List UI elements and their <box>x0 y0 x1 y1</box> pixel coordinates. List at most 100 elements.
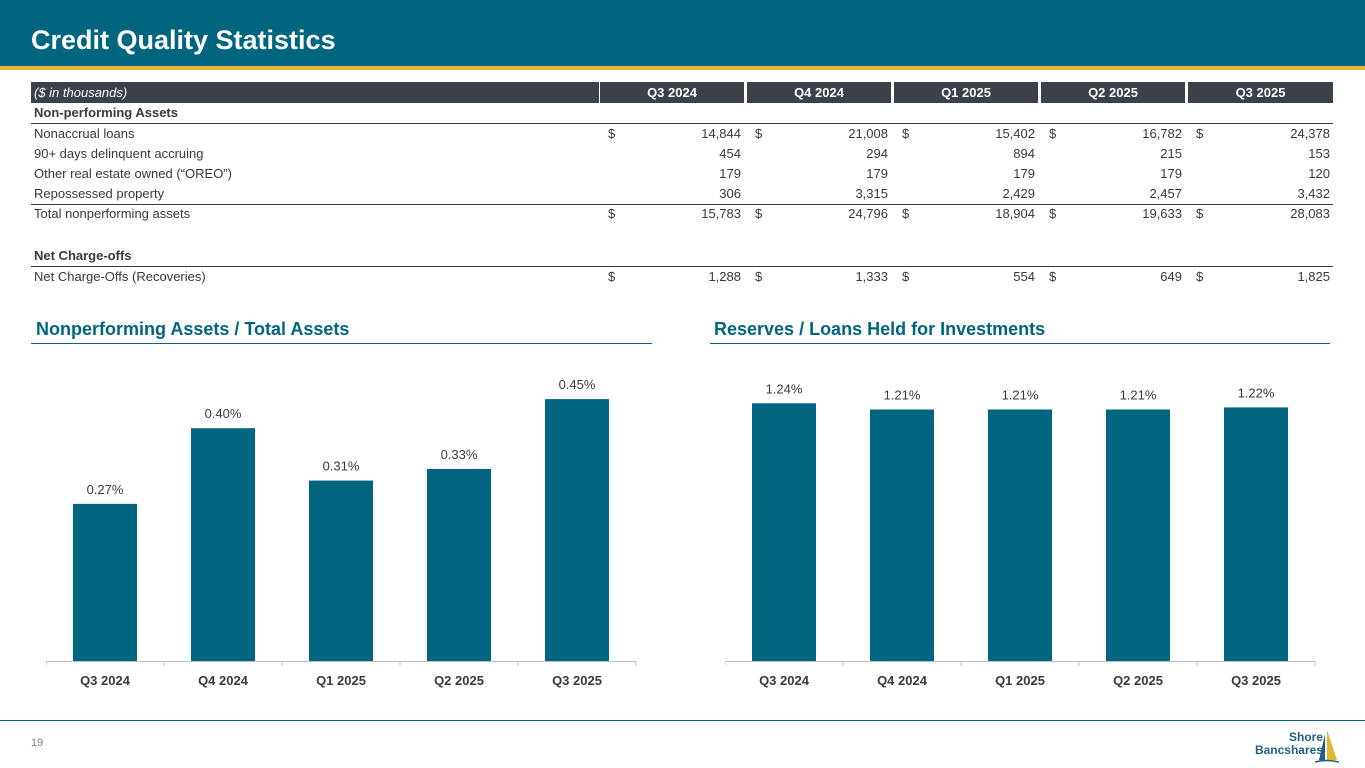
col-header: Q2 2025 <box>1041 82 1185 103</box>
col-header: Q4 2024 <box>747 82 891 103</box>
category-label: Q3 2024 <box>80 673 131 688</box>
row-label: Total nonperforming assets <box>34 206 191 221</box>
logo-text: Shore Bancshares <box>1253 731 1323 757</box>
cell-value: 554 <box>1013 269 1035 284</box>
company-logo: Shore Bancshares <box>1253 728 1341 764</box>
cell-value: 3,315 <box>855 186 888 201</box>
cell-value: 179 <box>1160 166 1182 181</box>
nco-body: Net Charge-Offs (Recoveries) $1,288 $1,333… <box>31 267 1333 287</box>
currency-symbol: $ <box>1049 126 1057 141</box>
col-header: Q1 2025 <box>894 82 1038 103</box>
cell-value: 15,783 <box>701 206 741 221</box>
credit-quality-table: ($ in thousands) Q3 2024 Q4 2024 Q1 2025… <box>31 82 1333 287</box>
logo-line1: Shore <box>1288 730 1323 744</box>
total-row: Total nonperforming assets $15,783 $24,796… <box>31 204 1333 224</box>
col-header: Q3 2025 <box>1188 82 1333 103</box>
cell-value: 306 <box>719 186 741 201</box>
bar <box>988 409 1052 661</box>
page-number: 19 <box>31 737 44 749</box>
cell-value: 28,083 <box>1290 206 1330 221</box>
table-row: Other real estate owned (“OREO”) 179 179 17… <box>31 164 1333 184</box>
row-label: Repossessed property <box>34 186 165 201</box>
category-label: Q2 2025 <box>1113 673 1163 688</box>
table-row: 90+ days delinquent accruing 454 294 894 215… <box>31 144 1333 164</box>
section-label: Non-performing Assets <box>34 105 178 120</box>
data-label: 1.21% <box>1120 387 1157 402</box>
currency-symbol: $ <box>608 126 616 141</box>
currency-symbol: $ <box>1196 126 1204 141</box>
bar <box>752 403 816 661</box>
table-row: Nonaccrual loans $14,844 $21,008 $15,402 $16… <box>31 124 1333 144</box>
data-label: 0.33% <box>441 447 478 462</box>
currency-symbol: $ <box>755 269 763 284</box>
bar <box>1224 407 1288 661</box>
currency-symbol: $ <box>608 206 616 221</box>
cell-value: 649 <box>1160 269 1182 284</box>
cell-value: 1,288 <box>708 269 741 284</box>
cell-value: 2,457 <box>1149 186 1182 201</box>
nco-row: Net Charge-Offs (Recoveries) $1,288 $1,333… <box>31 267 1333 287</box>
category-label: Q3 2025 <box>1231 673 1281 688</box>
currency-symbol: $ <box>608 269 616 284</box>
bar <box>309 480 373 661</box>
row-label: Net Charge-Offs (Recoveries) <box>34 269 206 284</box>
table-row: Repossessed property 306 3,315 2,429 2,457 3,… <box>31 184 1333 204</box>
category-label: Q4 2024 <box>198 673 249 688</box>
bar <box>545 399 609 661</box>
cell-value: 21,008 <box>848 126 888 141</box>
category-label: Q1 2025 <box>316 673 366 688</box>
accent-divider <box>0 66 1365 70</box>
cell-value: 14,844 <box>701 126 741 141</box>
npa-chart-rule <box>31 343 652 344</box>
currency-symbol: $ <box>902 206 910 221</box>
category-label: Q3 2024 <box>759 673 810 688</box>
spacer-row <box>31 224 1333 246</box>
bar <box>1106 409 1170 661</box>
section-label: Net Charge-offs <box>34 248 132 263</box>
page-title: Credit Quality Statistics <box>31 25 336 55</box>
currency-symbol: $ <box>902 126 910 141</box>
cell-value: 2,429 <box>1002 186 1035 201</box>
section-header-npa: Non-performing Assets <box>31 103 1333 124</box>
npa-bar-chart: 0.27% Q3 2024 0.40% Q4 2024 0.31% Q1 2025 0.33… <box>46 377 637 688</box>
cell-value: 454 <box>719 146 741 161</box>
data-label: 0.31% <box>323 459 360 474</box>
currency-symbol: $ <box>755 126 763 141</box>
row-label: 90+ days delinquent accruing <box>34 146 204 161</box>
cell-value: 1,333 <box>855 269 888 284</box>
bar <box>73 503 137 661</box>
reserves-chart-title: Reserves / Loans Held for Investments <box>714 319 1046 339</box>
section-header-nco: Net Charge-offs <box>31 246 1333 267</box>
data-label: 1.22% <box>1238 385 1275 400</box>
bar <box>870 409 934 661</box>
reserves-bar-chart: 1.24% Q3 2024 1.21% Q4 2024 1.21% Q1 2025 1.21… <box>725 381 1316 688</box>
cell-value: 19,633 <box>1142 206 1182 221</box>
total-divider <box>31 204 1333 205</box>
data-label: 0.40% <box>205 406 242 421</box>
cell-value: 18,904 <box>995 206 1035 221</box>
bar <box>191 428 255 661</box>
col-header: Q3 2024 <box>600 82 744 103</box>
data-label: 0.45% <box>559 377 596 392</box>
logo-line2: Bancshares <box>1254 743 1323 757</box>
cell-value: 153 <box>1308 146 1330 161</box>
cell-value: 16,782 <box>1142 126 1182 141</box>
cell-value: 1,825 <box>1297 269 1330 284</box>
units-label: ($ in thousands) <box>31 82 599 103</box>
cell-value: 894 <box>1013 146 1035 161</box>
row-label: Other real estate owned (“OREO”) <box>34 166 232 181</box>
currency-symbol: $ <box>755 206 763 221</box>
category-label: Q1 2025 <box>995 673 1045 688</box>
data-label: 1.24% <box>766 381 803 396</box>
cell-value: 3,432 <box>1297 186 1330 201</box>
table-body: Nonaccrual loans $14,844 $21,008 $15,402 $16… <box>31 124 1333 224</box>
table-header: ($ in thousands) Q3 2024 Q4 2024 Q1 2025… <box>31 82 1333 103</box>
cell-value: 24,378 <box>1290 126 1330 141</box>
currency-symbol: $ <box>902 269 910 284</box>
cell-value: 15,402 <box>995 126 1035 141</box>
currency-symbol: $ <box>1049 269 1057 284</box>
bar <box>427 468 491 661</box>
data-label: 1.21% <box>1002 387 1039 402</box>
cell-value: 215 <box>1160 146 1182 161</box>
cell-value: 179 <box>866 166 888 181</box>
